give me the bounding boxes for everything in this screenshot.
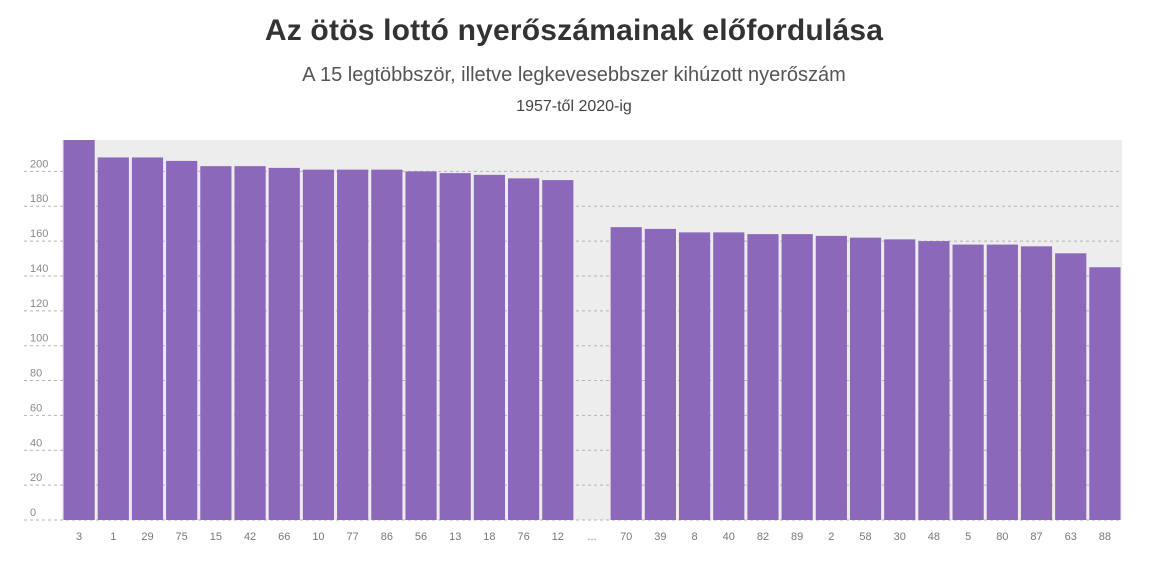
- x-tick-label: 13: [449, 531, 461, 543]
- bar: [1020, 246, 1053, 521]
- x-tick-label: 5: [965, 531, 971, 543]
- chart-period: 1957-től 2020-ig: [516, 98, 632, 115]
- bar: [849, 237, 882, 520]
- x-tick-label: 75: [176, 531, 188, 543]
- x-tick-label: 8: [692, 531, 698, 543]
- x-tick-label: 66: [278, 531, 290, 543]
- bar: [473, 174, 506, 521]
- x-tick-label: ...: [587, 531, 596, 543]
- bar: [166, 160, 198, 521]
- x-tick-label: 88: [1099, 531, 1111, 543]
- x-tick-label: 80: [996, 531, 1008, 543]
- bar: [200, 166, 232, 520]
- bar: [918, 241, 950, 520]
- y-tick-label: 40: [30, 437, 42, 449]
- x-tick-label: 2: [828, 531, 834, 543]
- bar: [986, 244, 1018, 520]
- x-tick-label: 42: [244, 531, 256, 543]
- bar: [405, 171, 437, 520]
- bar: [268, 167, 300, 521]
- bar: [815, 235, 847, 520]
- x-tick-label: 89: [791, 531, 803, 543]
- x-tick-label: 39: [654, 531, 666, 543]
- y-tick-label: 140: [30, 263, 48, 275]
- x-tick-label: 87: [1030, 531, 1042, 543]
- x-tick-label: 82: [757, 531, 769, 543]
- bar: [97, 157, 129, 520]
- bar: [644, 228, 676, 520]
- bar: [952, 244, 984, 520]
- bar: [884, 239, 916, 521]
- x-tick-label: 1: [110, 531, 116, 543]
- x-tick-label: 3: [76, 531, 82, 543]
- x-tick-label: 77: [347, 531, 359, 543]
- bar: [302, 169, 335, 520]
- x-tick-label: 12: [552, 531, 564, 543]
- bar: [131, 157, 164, 520]
- bar: [63, 140, 95, 520]
- y-tick-label: 20: [30, 472, 42, 484]
- bar: [1055, 253, 1087, 521]
- bar: [371, 169, 403, 520]
- bar: [610, 227, 642, 521]
- chart-subtitle: A 15 legtöbbször, illetve legkevesebbsze…: [302, 64, 846, 86]
- x-tick-label: 29: [141, 531, 153, 543]
- x-tick-label: 18: [483, 531, 495, 543]
- x-tick-label: 15: [210, 531, 222, 543]
- bar: [678, 232, 711, 520]
- bar: [781, 234, 813, 521]
- x-tick-label: 30: [894, 531, 906, 543]
- x-tick-label: 10: [312, 531, 324, 543]
- bar: [542, 180, 574, 520]
- y-tick-label: 160: [30, 228, 48, 240]
- bar: [713, 232, 745, 520]
- y-tick-label: 120: [30, 298, 48, 310]
- bar: [337, 169, 369, 520]
- y-tick-label: 200: [30, 158, 48, 170]
- x-tick-label: 40: [723, 531, 735, 543]
- x-tick-label: 56: [415, 531, 427, 543]
- x-tick-label: 76: [517, 531, 529, 543]
- bar: [234, 166, 266, 520]
- x-tick-label: 70: [620, 531, 632, 543]
- bar: [508, 178, 540, 520]
- bar: [747, 234, 779, 521]
- x-tick-label: 48: [928, 531, 940, 543]
- y-tick-label: 0: [30, 507, 36, 519]
- y-tick-label: 80: [30, 368, 42, 380]
- chart-title: Az ötös lottó nyerőszámainak előfordulás…: [264, 14, 884, 47]
- bar: [439, 173, 471, 520]
- y-tick-label: 60: [30, 402, 42, 414]
- bar: [1089, 267, 1121, 520]
- y-tick-label: 100: [30, 333, 48, 345]
- x-tick-label: 86: [381, 531, 393, 543]
- y-tick-label: 180: [30, 193, 48, 205]
- x-tick-label: 63: [1065, 531, 1077, 543]
- x-tick-label: 58: [859, 531, 871, 543]
